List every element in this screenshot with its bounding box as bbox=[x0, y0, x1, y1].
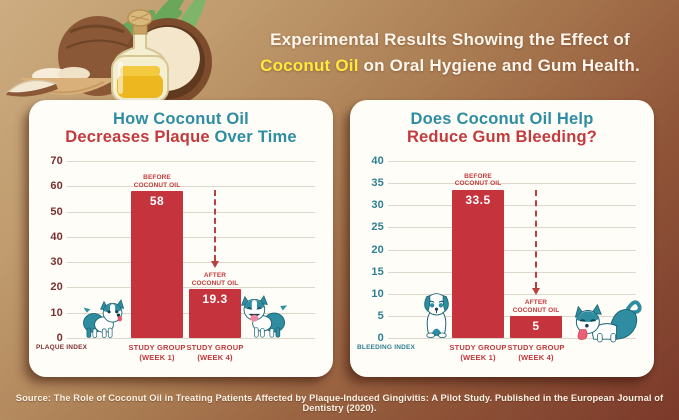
y-tick-label: 20 bbox=[371, 243, 384, 256]
x-category-line: (WEEK 1) bbox=[460, 352, 496, 362]
dog-standing-icon bbox=[83, 299, 125, 338]
bar bbox=[189, 289, 241, 338]
page-title-line2: Coconut Oil on Oral Hygiene and Gum Heal… bbox=[226, 53, 674, 79]
gridline bbox=[67, 338, 315, 339]
chart-title-line: Reduce Gum Bleeding? bbox=[354, 128, 650, 146]
bar-annotation-line: BEFORE bbox=[464, 172, 492, 180]
x-category-line: (WEEK 4) bbox=[518, 352, 554, 362]
y-tick-label: 10 bbox=[50, 306, 63, 319]
bar-value-label: 58 bbox=[149, 194, 165, 209]
bar-annotation-line: AFTER bbox=[524, 298, 548, 306]
gridline bbox=[388, 161, 636, 162]
y-tick-label: 30 bbox=[371, 199, 384, 212]
y-tick-label: 25 bbox=[371, 221, 384, 234]
x-category-line: STUDY GROUP bbox=[128, 343, 186, 352]
chart-title-segment: Decreases Plaque bbox=[65, 128, 210, 147]
bar-annotation-line: COCONUT OIL bbox=[133, 181, 181, 189]
dashed-arrow bbox=[214, 190, 216, 262]
gridline bbox=[67, 287, 315, 289]
page-title-line1: Experimental Results Showing the Effect … bbox=[270, 30, 630, 49]
x-category-line: (WEEK 4) bbox=[197, 352, 233, 362]
gridline bbox=[388, 249, 636, 251]
y-tick-label: 20 bbox=[50, 281, 63, 294]
bar-annotation: AFTER COCONUT OIL bbox=[175, 272, 255, 287]
gridline bbox=[67, 211, 315, 213]
gridline bbox=[388, 338, 636, 339]
dog-sad-icon bbox=[424, 293, 449, 338]
y-tick-label: 0 bbox=[56, 332, 63, 344]
plot-area: 40 35 30 25 20 15 10 5 0 BLEEDING INDEX 33.5 BEFORE… bbox=[350, 100, 654, 377]
y-tick-label: 10 bbox=[371, 287, 384, 300]
plot-area: 70 60 50 40 30 20 10 0 PLAQUE INDEX 58 BEFORE COCON… bbox=[29, 100, 333, 377]
gridline bbox=[388, 227, 636, 229]
gridline bbox=[67, 186, 315, 188]
y-tick-label: 40 bbox=[371, 155, 384, 167]
y-tick-label: 60 bbox=[50, 180, 63, 193]
dog-playful-icon bbox=[574, 300, 642, 343]
x-category-line: (WEEK 1) bbox=[139, 352, 175, 362]
chart-title-segment: Does Coconut Oil Help bbox=[410, 110, 594, 128]
page-title-highlight: Coconut Oil bbox=[260, 56, 359, 76]
bar-annotation-line: BEFORE bbox=[143, 174, 171, 182]
arrow-head-icon bbox=[210, 261, 219, 269]
gridline bbox=[388, 205, 636, 207]
x-category-label: STUDY GROUP (WEEK 4) bbox=[491, 343, 581, 363]
oil-bottle-icon bbox=[111, 9, 169, 102]
x-category-line: STUDY GROUP bbox=[449, 343, 507, 352]
chart-title-segment: Reduce Gum Bleeding? bbox=[406, 128, 598, 147]
bleeding-chart-card: Does Coconut Oil Help Reduce Gum Bleeding… bbox=[350, 100, 654, 377]
dog-happy-icon bbox=[240, 295, 288, 338]
x-category-label: STUDY GROUP (WEEK 4) bbox=[170, 343, 260, 363]
bar-value-label: 19.3 bbox=[202, 292, 228, 307]
chart-title-line: How Coconut Oil bbox=[33, 110, 329, 128]
y-tick-label: 35 bbox=[371, 177, 384, 190]
source-note: Source: The Role of Coconut Oil in Treat… bbox=[15, 393, 664, 413]
chart-title-line: Does Coconut Oil Help bbox=[354, 110, 650, 128]
chart-title: How Coconut Oil Decreases Plaque Over Tim… bbox=[33, 110, 329, 147]
bar-annotation-line: COCONUT OIL bbox=[512, 306, 560, 314]
y-axis-title: PLAQUE INDEX bbox=[36, 344, 88, 351]
page-title: Experimental Results Showing the Effect … bbox=[226, 27, 674, 80]
chart-title-line: Decreases Plaque Over Time bbox=[33, 128, 329, 146]
x-category-label: STUDY GROUP (WEEK 1) bbox=[433, 343, 523, 363]
dashed-arrow bbox=[535, 190, 537, 288]
y-tick-label: 15 bbox=[371, 265, 384, 278]
gridline bbox=[67, 262, 315, 264]
coconut-oil-illustration bbox=[6, 0, 212, 102]
bar-annotation-line: AFTER bbox=[203, 272, 227, 280]
plaque-chart-card: How Coconut Oil Decreases Plaque Over Tim… bbox=[29, 100, 333, 377]
gridline bbox=[67, 236, 315, 238]
y-tick-label: 0 bbox=[377, 332, 384, 344]
bar-value-label: 33.5 bbox=[465, 192, 491, 207]
chart-title: Does Coconut Oil Help Reduce Gum Bleeding… bbox=[354, 110, 650, 147]
gridline bbox=[388, 183, 636, 185]
arrow-head-icon bbox=[531, 287, 540, 295]
chart-title-segment: Over Time bbox=[209, 128, 297, 147]
y-tick-label: 30 bbox=[50, 256, 63, 269]
y-tick-label: 70 bbox=[50, 155, 63, 167]
page-title-line2-rest: on Oral Hygiene and Gum Health. bbox=[358, 56, 640, 76]
y-tick-label: 5 bbox=[377, 309, 384, 322]
y-axis-title: BLEEDING INDEX bbox=[357, 344, 416, 351]
y-tick-label: 50 bbox=[50, 205, 63, 218]
x-category-line: STUDY GROUP bbox=[186, 343, 244, 352]
bar-value-label: 5 bbox=[532, 318, 540, 333]
bar bbox=[510, 315, 562, 338]
gridline bbox=[67, 161, 315, 162]
bar bbox=[131, 191, 183, 338]
x-category-line: STUDY GROUP bbox=[507, 343, 565, 352]
bar-annotation: AFTER COCONUT OIL bbox=[496, 299, 576, 314]
y-tick-label: 40 bbox=[50, 230, 63, 243]
gridline bbox=[388, 271, 636, 273]
bar-annotation-line: COCONUT OIL bbox=[454, 180, 502, 188]
bar bbox=[452, 189, 504, 338]
chart-title-segment: How Coconut Oil bbox=[113, 110, 249, 128]
coconut-slice-icon bbox=[6, 79, 58, 97]
x-category-label: STUDY GROUP (WEEK 1) bbox=[112, 343, 202, 363]
bar-annotation-line: COCONUT OIL bbox=[191, 279, 239, 287]
bar-annotation: BEFORE COCONUT OIL bbox=[117, 174, 197, 189]
gridline bbox=[388, 293, 636, 295]
bar-annotation: BEFORE COCONUT OIL bbox=[438, 173, 518, 188]
